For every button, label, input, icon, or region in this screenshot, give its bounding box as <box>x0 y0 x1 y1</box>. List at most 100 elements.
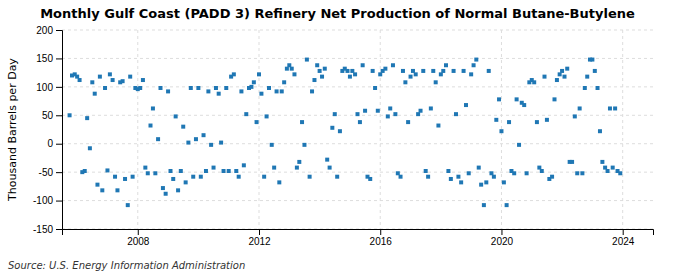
point <box>328 166 332 170</box>
point <box>444 63 448 67</box>
point <box>128 75 132 79</box>
point <box>174 114 178 118</box>
point <box>368 177 372 181</box>
point <box>499 129 503 133</box>
x-tick: 2024 <box>612 229 635 247</box>
point <box>585 75 589 79</box>
point <box>159 86 163 90</box>
point <box>373 86 377 90</box>
point <box>477 166 481 170</box>
point <box>507 120 511 124</box>
point <box>454 112 458 116</box>
point <box>484 180 488 184</box>
point <box>608 106 612 110</box>
point <box>580 171 584 175</box>
x-tick: 2020 <box>491 229 514 247</box>
y-tick-mark <box>56 172 62 173</box>
point <box>479 183 483 187</box>
point <box>348 75 352 79</box>
point <box>575 171 579 175</box>
point <box>391 63 395 67</box>
point <box>153 171 157 175</box>
point <box>199 175 203 179</box>
point <box>222 169 226 173</box>
point <box>361 63 365 67</box>
point <box>565 67 569 71</box>
point <box>492 175 496 179</box>
point <box>532 80 536 84</box>
point <box>259 92 263 96</box>
source-note: Source: U.S. Energy Information Administ… <box>8 260 245 271</box>
y-tick-mark <box>56 58 62 59</box>
point <box>312 78 316 82</box>
point <box>295 166 299 170</box>
point <box>232 72 236 76</box>
point <box>452 69 456 73</box>
point <box>611 166 615 170</box>
point <box>234 169 238 173</box>
point <box>411 69 415 73</box>
y-tick-mark <box>56 115 62 116</box>
point <box>115 188 119 192</box>
point <box>196 86 200 90</box>
point <box>95 183 99 187</box>
point <box>446 169 450 173</box>
y-tick: -150 <box>33 224 62 235</box>
point <box>603 166 607 170</box>
point <box>108 72 112 76</box>
point <box>239 89 243 93</box>
point <box>472 63 476 67</box>
point <box>90 80 94 84</box>
point <box>439 72 443 76</box>
y-tick-label: -150 <box>33 224 53 235</box>
point <box>598 129 602 133</box>
point <box>426 175 430 179</box>
point <box>171 177 175 181</box>
point <box>270 143 274 147</box>
point <box>275 89 279 93</box>
x-tick-label: 2012 <box>248 236 271 247</box>
point <box>600 160 604 164</box>
point <box>297 160 301 164</box>
y-tick: -50 <box>39 167 62 178</box>
point <box>184 180 188 184</box>
x-axis-line <box>63 230 654 236</box>
point <box>467 171 471 175</box>
point <box>363 109 367 113</box>
y-tick-mark <box>56 229 62 230</box>
point <box>593 69 597 73</box>
point <box>487 69 491 73</box>
y-grid-line <box>62 172 653 173</box>
grid <box>62 30 653 229</box>
point <box>111 78 115 82</box>
point <box>242 163 246 167</box>
point <box>424 169 428 173</box>
x-grid-line <box>622 30 623 229</box>
point <box>300 120 304 124</box>
point <box>68 113 72 117</box>
point <box>131 175 135 179</box>
x-grid-line <box>380 30 381 229</box>
y-tick-label: 50 <box>42 110 54 121</box>
point <box>386 114 390 118</box>
point <box>282 80 286 84</box>
point <box>88 146 92 150</box>
point <box>219 141 223 145</box>
point <box>464 103 468 107</box>
point <box>525 171 529 175</box>
point <box>194 137 198 141</box>
x-tick: 2012 <box>248 229 271 247</box>
point <box>252 80 256 84</box>
x-grid-line <box>259 30 260 229</box>
point <box>414 72 418 76</box>
y-grid-line <box>62 86 653 87</box>
point <box>469 72 473 76</box>
point <box>308 175 312 179</box>
point <box>151 106 155 110</box>
point <box>596 86 600 90</box>
point <box>494 118 498 122</box>
point <box>290 67 294 71</box>
point <box>103 86 107 90</box>
point <box>255 120 259 124</box>
point <box>456 175 460 179</box>
